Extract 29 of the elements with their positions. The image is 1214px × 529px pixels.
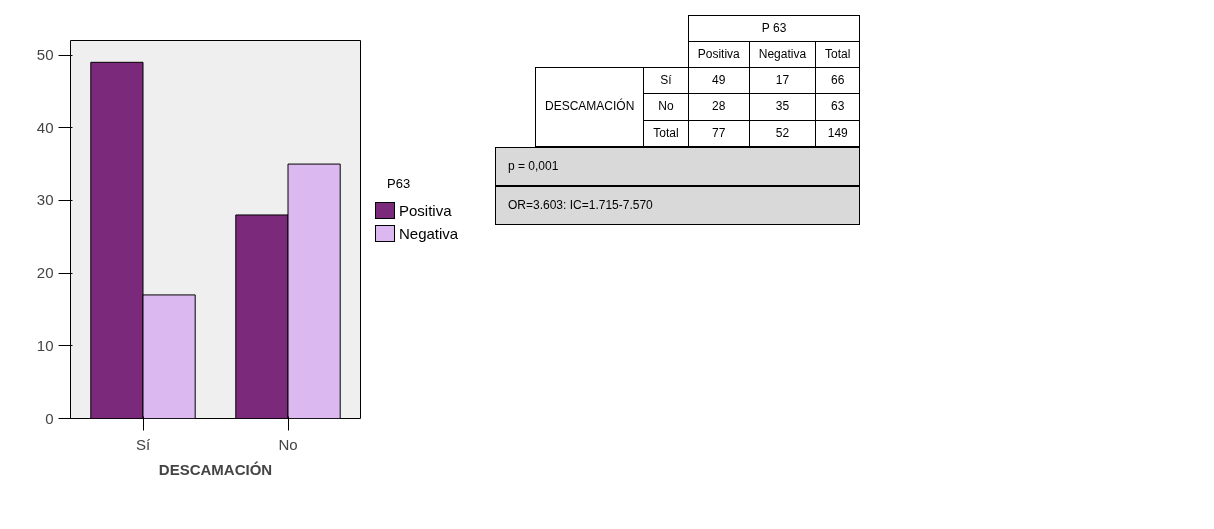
text: 66 (815, 67, 860, 94)
legend-label: Positiva (398, 200, 453, 221)
text: 149 (815, 120, 860, 147)
text: 63 (815, 93, 860, 121)
text: No (643, 93, 689, 121)
text: Positiva (688, 41, 750, 68)
text: 49 (688, 67, 750, 94)
text: 17 (749, 67, 816, 94)
text: DESCAMACIÓN (535, 67, 644, 147)
y-tick-label: 30 (36, 191, 54, 209)
text: 77 (688, 120, 750, 147)
y-tick-label: 10 (36, 336, 54, 354)
legend-label: Negativa (398, 224, 459, 244)
text: 35 (749, 93, 816, 121)
x-axis-title: DESCAMACIÓN (158, 460, 273, 478)
legend-title: P63 (387, 175, 412, 193)
text: OR=3.603: IC=1.715-7.570 (495, 185, 861, 225)
text: 28 (688, 93, 750, 121)
text: Sí (643, 67, 689, 94)
text: Total (815, 41, 860, 68)
y-tick-label: 0 (45, 409, 54, 427)
text: p = 0,001 (495, 146, 861, 186)
y-tick-label: 50 (36, 46, 54, 64)
text: Total (643, 120, 689, 147)
y-tick-label: 20 (36, 264, 54, 282)
text: 52 (749, 120, 816, 147)
y-tick-label: 40 (36, 118, 54, 136)
text: P 63 (688, 15, 860, 42)
text: Negativa (749, 41, 816, 68)
